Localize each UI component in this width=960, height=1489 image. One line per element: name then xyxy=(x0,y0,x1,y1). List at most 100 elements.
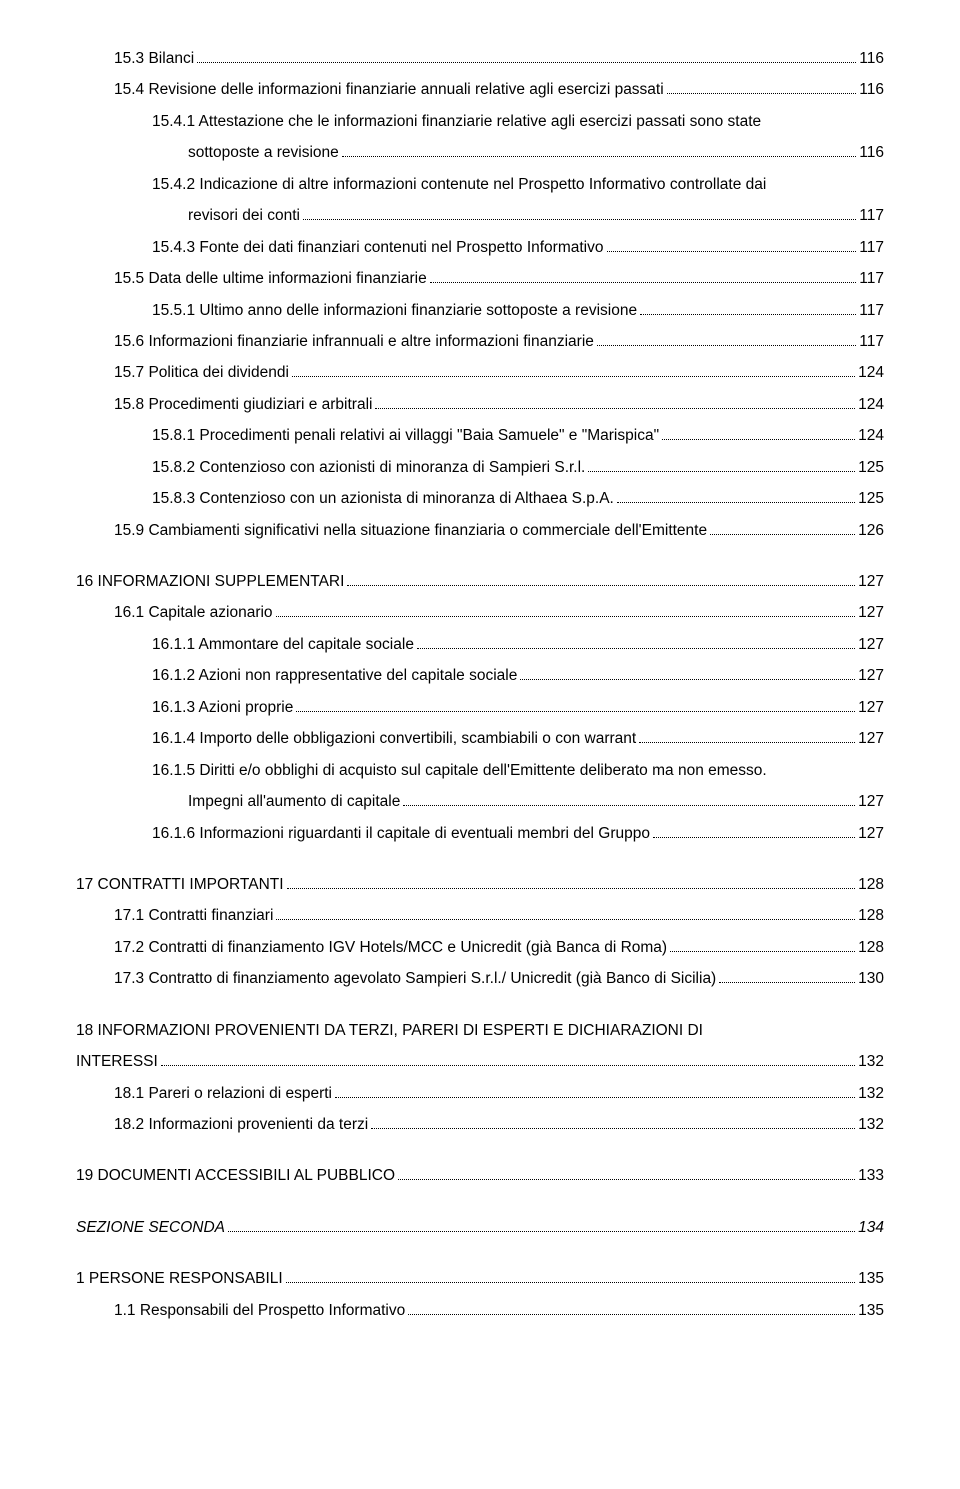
toc-leader-dots xyxy=(617,494,855,504)
toc-row: 15.4 Revisione delle informazioni finanz… xyxy=(114,75,884,104)
toc-row: 15.8.1 Procedimenti penali relativi ai v… xyxy=(152,421,884,450)
toc-row: 19 DOCUMENTI ACCESSIBILI AL PUBBLICO 133 xyxy=(76,1161,884,1190)
toc-label: 15.4.3 Fonte dei dati finanziari contenu… xyxy=(152,233,604,262)
toc-leader-dots xyxy=(667,85,857,95)
toc-page-number: 127 xyxy=(858,630,884,659)
toc-leader-dots xyxy=(588,462,855,472)
toc-row: revisori dei conti117 xyxy=(188,201,884,230)
toc-label: 15.5.1 Ultimo anno delle informazioni fi… xyxy=(152,296,637,325)
toc-gap xyxy=(76,1193,884,1211)
toc-page-number: 132 xyxy=(858,1079,884,1108)
toc-row: sottoposte a revisione 116 xyxy=(188,138,884,167)
toc-leader-dots xyxy=(670,942,855,952)
toc-row: 17.2 Contratti di finanziamento IGV Hote… xyxy=(114,933,884,962)
toc-label: 15.8.2 Contenzioso con azionisti di mino… xyxy=(152,453,585,482)
toc-row: 16.1 Capitale azionario127 xyxy=(114,598,884,627)
toc-page-number: 132 xyxy=(858,1047,884,1076)
toc-row: 18 INFORMAZIONI PROVENIENTI DA TERZI, PA… xyxy=(76,1016,884,1045)
toc-leader-dots xyxy=(276,608,856,618)
toc-page-number: 135 xyxy=(858,1264,884,1293)
table-of-contents: 15.3 Bilanci11615.4 Revisione delle info… xyxy=(76,44,884,1325)
toc-page-number: 117 xyxy=(859,327,884,356)
toc-page-number: 117 xyxy=(859,296,884,325)
toc-label: 15.4.1 Attestazione che le informazioni … xyxy=(152,107,761,136)
toc-row: 18.1 Pareri o relazioni di esperti 132 xyxy=(114,1079,884,1108)
toc-page-number: 126 xyxy=(858,516,884,545)
toc-row: 15.7 Politica dei dividendi124 xyxy=(114,358,884,387)
toc-leader-dots xyxy=(375,399,855,409)
toc-leader-dots xyxy=(276,911,855,921)
toc-gap xyxy=(76,1141,884,1159)
toc-label: 16 INFORMAZIONI SUPPLEMENTARI xyxy=(76,567,344,596)
toc-row: 15.4.2 Indicazione di altre informazioni… xyxy=(152,170,884,199)
toc-label: sottoposte a revisione xyxy=(188,138,339,167)
toc-row: 16 INFORMAZIONI SUPPLEMENTARI 127 xyxy=(76,567,884,596)
toc-label: 17.1 Contratti finanziari xyxy=(114,901,273,930)
toc-label: 15.8 Procedimenti giudiziari e arbitrali xyxy=(114,390,372,419)
toc-page-number: 128 xyxy=(858,870,884,899)
toc-leader-dots xyxy=(342,148,856,158)
toc-label: 1.1 Responsabili del Prospetto Informati… xyxy=(114,1296,405,1325)
toc-row: 1 PERSONE RESPONSABILI135 xyxy=(76,1264,884,1293)
toc-label: 15.3 Bilanci xyxy=(114,44,194,73)
toc-leader-dots xyxy=(292,368,855,378)
toc-row: 17 CONTRATTI IMPORTANTI 128 xyxy=(76,870,884,899)
toc-label: 19 DOCUMENTI ACCESSIBILI AL PUBBLICO xyxy=(76,1161,395,1190)
toc-label: 15.8.1 Procedimenti penali relativi ai v… xyxy=(152,421,659,450)
toc-row: 17.3 Contratto di finanziamento agevolat… xyxy=(114,964,884,993)
toc-label: 16.1.5 Diritti e/o obblighi di acquisto … xyxy=(152,756,767,785)
toc-page-number: 116 xyxy=(859,75,884,104)
toc-leader-dots xyxy=(408,1305,855,1315)
toc-row: 15.8 Procedimenti giudiziari e arbitrali… xyxy=(114,390,884,419)
toc-page-number: 124 xyxy=(858,390,884,419)
toc-page-number: 124 xyxy=(858,421,884,450)
toc-row: 16.1.2 Azioni non rappresentative del ca… xyxy=(152,661,884,690)
toc-row: 1.1 Responsabili del Prospetto Informati… xyxy=(114,1296,884,1325)
toc-row: 15.8.3 Contenzioso con un azionista di m… xyxy=(152,484,884,513)
toc-label: 17 CONTRATTI IMPORTANTI xyxy=(76,870,284,899)
toc-page-number: 127 xyxy=(858,787,884,816)
toc-label: revisori dei conti xyxy=(188,201,300,230)
toc-label: 16.1.3 Azioni proprie xyxy=(152,693,293,722)
toc-page-number: 116 xyxy=(859,44,884,73)
toc-row: INTERESSI 132 xyxy=(76,1047,884,1076)
toc-gap xyxy=(76,547,884,565)
toc-page-number: 127 xyxy=(858,567,884,596)
toc-page-number: 133 xyxy=(858,1161,884,1190)
toc-label: 18.1 Pareri o relazioni di esperti xyxy=(114,1079,332,1108)
toc-leader-dots xyxy=(347,576,855,586)
toc-row: 16.1.5 Diritti e/o obblighi di acquisto … xyxy=(152,756,884,785)
toc-page-number: 124 xyxy=(858,358,884,387)
toc-leader-dots xyxy=(303,211,856,221)
toc-leader-dots xyxy=(197,53,856,63)
toc-label: 16.1.6 Informazioni riguardanti il capit… xyxy=(152,819,650,848)
toc-leader-dots xyxy=(335,1088,855,1098)
toc-leader-dots xyxy=(398,1171,855,1181)
toc-leader-dots xyxy=(228,1222,855,1232)
toc-page-number: 128 xyxy=(858,933,884,962)
toc-leader-dots xyxy=(417,639,855,649)
toc-page-number: 132 xyxy=(858,1110,884,1139)
toc-leader-dots xyxy=(287,879,856,889)
toc-page-number: 135 xyxy=(858,1296,884,1325)
toc-label: 18.2 Informazioni provenienti da terzi xyxy=(114,1110,368,1139)
toc-page-number: 130 xyxy=(858,964,884,993)
toc-page-number: 117 xyxy=(859,233,884,262)
toc-label: 15.5 Data delle ultime informazioni fina… xyxy=(114,264,427,293)
toc-label: 15.4.2 Indicazione di altre informazioni… xyxy=(152,170,766,199)
toc-label: 17.2 Contratti di finanziamento IGV Hote… xyxy=(114,933,667,962)
toc-label: 16.1.1 Ammontare del capitale sociale xyxy=(152,630,414,659)
toc-row: 15.8.2 Contenzioso con azionisti di mino… xyxy=(152,453,884,482)
toc-page-number: 116 xyxy=(859,138,884,167)
toc-label: INTERESSI xyxy=(76,1047,158,1076)
toc-label: 18 INFORMAZIONI PROVENIENTI DA TERZI, PA… xyxy=(76,1016,703,1045)
toc-row: 15.5 Data delle ultime informazioni fina… xyxy=(114,264,884,293)
toc-page-number: 125 xyxy=(858,453,884,482)
toc-page-number: 134 xyxy=(858,1213,884,1242)
toc-label: 16.1 Capitale azionario xyxy=(114,598,273,627)
toc-gap xyxy=(76,996,884,1014)
toc-page-number: 127 xyxy=(858,693,884,722)
toc-row: 18.2 Informazioni provenienti da terzi 13… xyxy=(114,1110,884,1139)
toc-leader-dots xyxy=(286,1274,855,1284)
toc-row: 15.4.1 Attestazione che le informazioni … xyxy=(152,107,884,136)
